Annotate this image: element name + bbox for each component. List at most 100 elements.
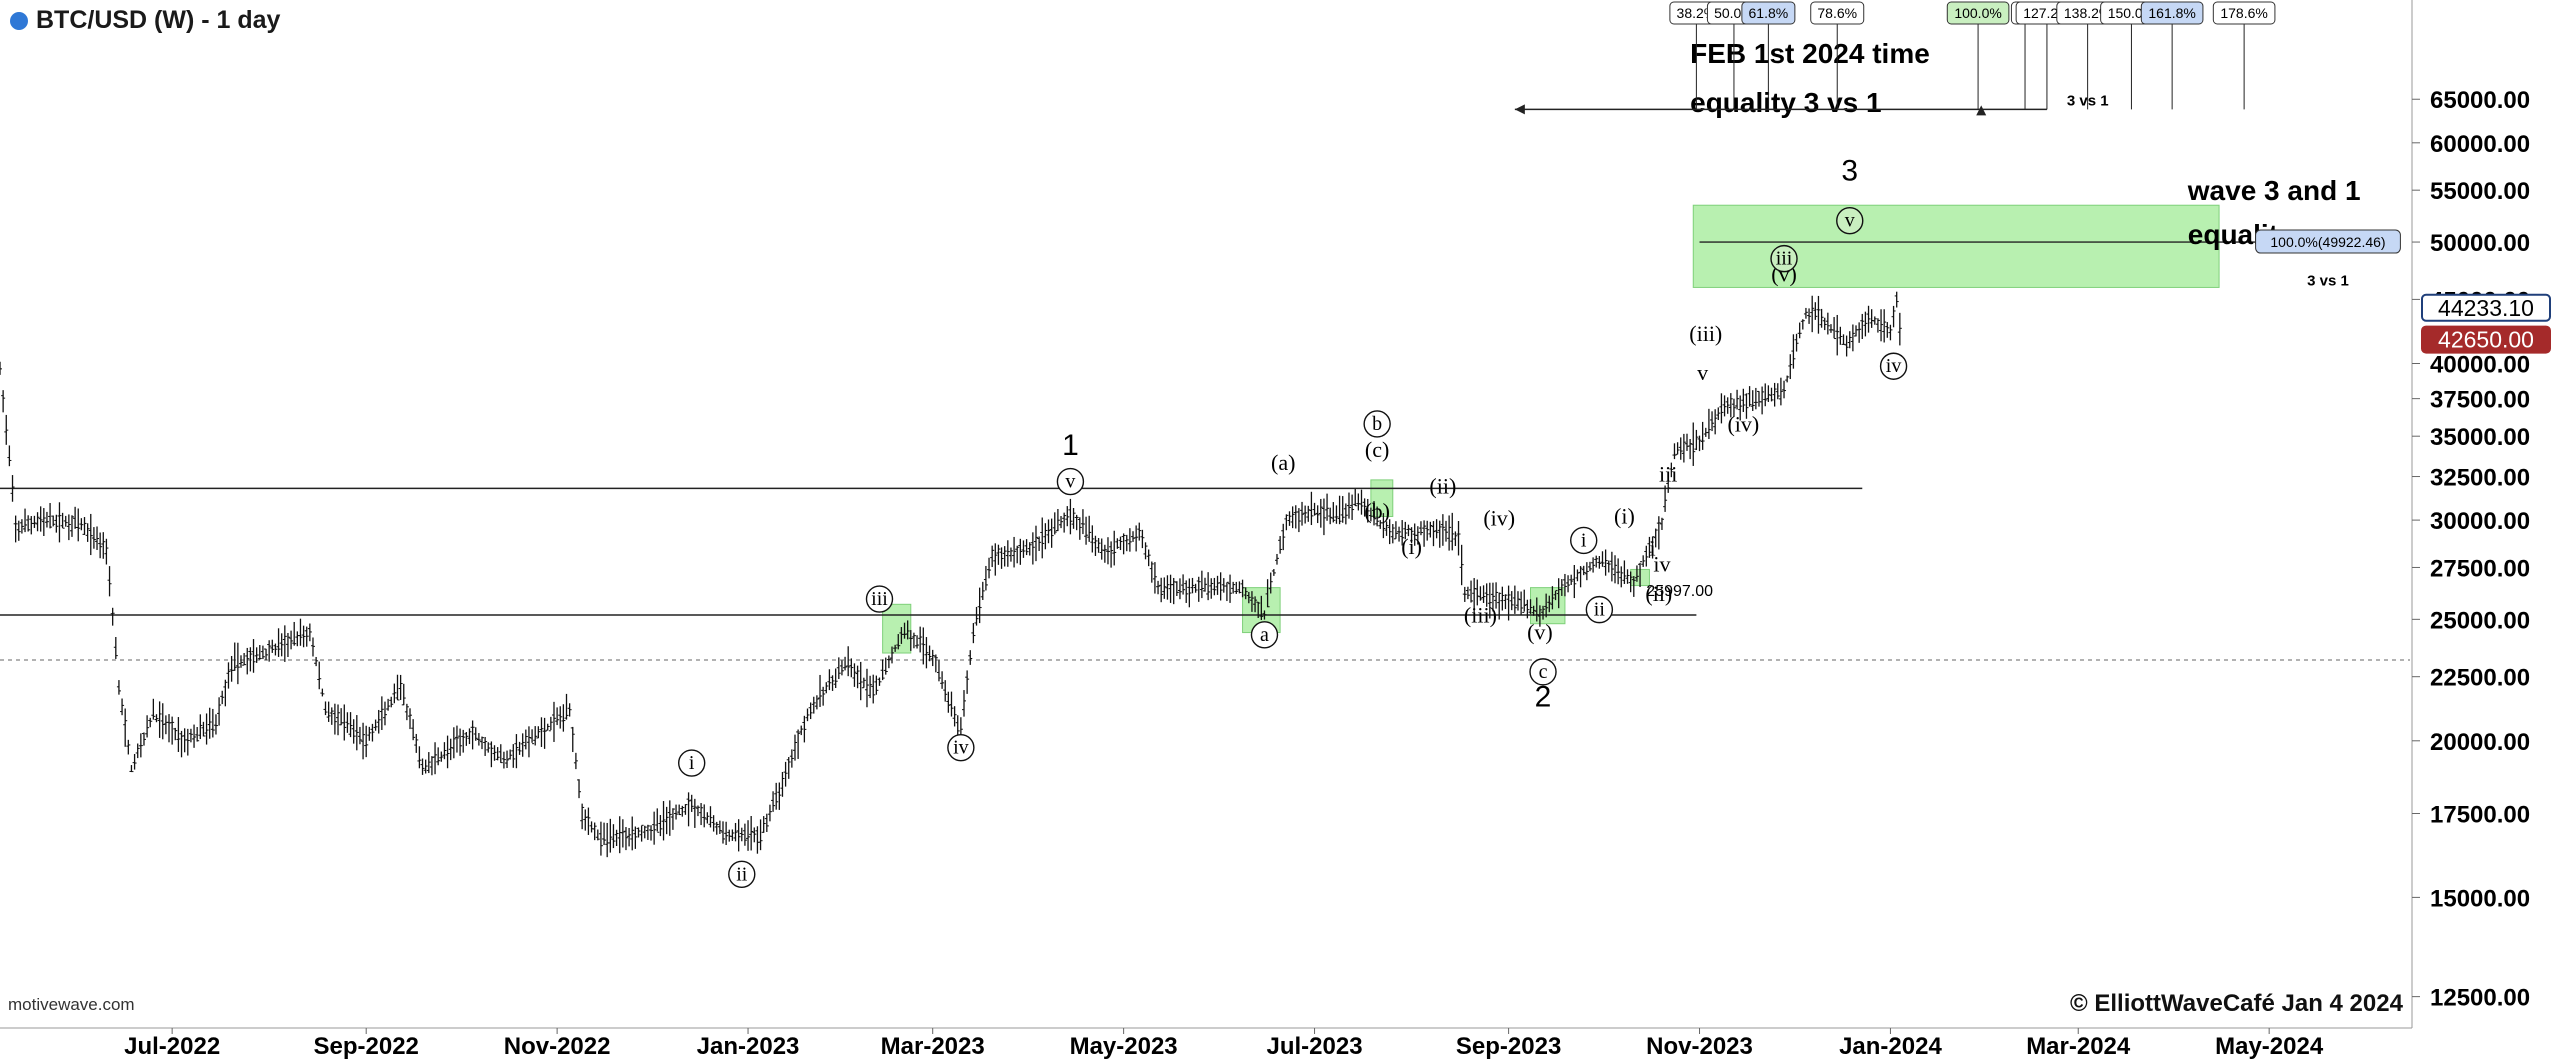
ohlc-bar — [1860, 313, 1865, 340]
ohlc-bar — [780, 771, 785, 797]
ohlc-bar — [861, 677, 866, 689]
ohlc-bar — [520, 733, 525, 757]
ohlc-bar — [1478, 586, 1483, 601]
wave-label: iii — [865, 585, 894, 613]
wave-degree-text: 2 — [1535, 681, 1552, 714]
ohlc-bar — [558, 706, 563, 729]
wave-text: a — [1260, 624, 1269, 646]
wave-label: v — [1697, 360, 1708, 385]
ohlc-bar — [332, 703, 337, 735]
ohlc-bar — [207, 707, 212, 739]
wave-text: (i) — [1614, 504, 1635, 529]
ohlc-bar — [1274, 553, 1279, 565]
ohlc-bar — [724, 821, 729, 845]
ohlc-bar — [0, 361, 2, 375]
wave-circle-icon — [865, 585, 894, 613]
ohlc-bar — [595, 829, 600, 841]
ohlc-bar — [536, 726, 541, 739]
ohlc-bar — [526, 726, 531, 758]
ohlc-bar — [1105, 537, 1110, 565]
ohlc-bar — [1628, 571, 1633, 593]
wave-label: iv — [1879, 352, 1908, 380]
ohlc-bar — [345, 712, 350, 733]
ohlc-bar — [454, 725, 459, 753]
ohlc-bar — [1331, 502, 1336, 523]
ohlc-bar — [683, 804, 688, 815]
ohlc-bar — [1819, 308, 1824, 328]
ohlc-bar — [1152, 562, 1157, 594]
wave-text: iv — [1653, 551, 1670, 576]
ohlc-bar — [1131, 531, 1136, 542]
ohlc-bar — [1578, 566, 1583, 588]
ohlc-bar — [276, 628, 281, 657]
ohlc-bar — [1328, 507, 1333, 525]
ohlc-bar — [1897, 312, 1902, 346]
fib-time-text: 100.0% — [1954, 5, 2001, 21]
ohlc-bar — [1534, 597, 1539, 622]
ohlc-bar — [1694, 429, 1699, 451]
ohlc-bar — [1772, 382, 1777, 407]
ohlc-bar — [1541, 605, 1546, 620]
ohlc-bar — [223, 679, 228, 707]
ohlc-bar — [1134, 525, 1139, 552]
ohlc-bar — [1744, 393, 1749, 419]
ohlc-bar — [282, 625, 287, 662]
ohlc-bar — [614, 829, 619, 846]
wave-text: iii — [1776, 248, 1793, 270]
ohlc-bar — [1306, 505, 1311, 522]
ohlc-bars — [0, 291, 1902, 858]
ohlc-bar — [796, 729, 801, 759]
wave-label: 2 — [1535, 681, 1552, 714]
ohlc-bar — [943, 680, 948, 702]
ohlc-bar — [44, 511, 49, 528]
ohlc-bar — [232, 642, 237, 671]
ohlc-bar — [830, 675, 835, 691]
ohlc-bar — [1040, 517, 1045, 559]
date-tick-label: Jan-2023 — [697, 1033, 800, 1059]
ohlc-bar — [1387, 519, 1392, 545]
ohlc-bar — [1087, 515, 1092, 542]
ohlc-bar — [1262, 610, 1267, 620]
ohlc-bar — [1293, 505, 1298, 529]
ohlc-bar — [1450, 512, 1455, 551]
ohlc-bar — [789, 749, 794, 768]
ohlc-bar — [429, 756, 434, 776]
ohlc-bar — [1368, 507, 1373, 522]
ohlc-bar — [774, 782, 779, 810]
ohlc-bar — [248, 647, 253, 672]
ohlc-bar — [649, 825, 654, 841]
ohlc-bar — [667, 800, 672, 836]
ohlc-bar — [1321, 498, 1326, 536]
ohlc-bar — [1803, 307, 1808, 319]
ohlc-bar — [279, 633, 284, 657]
ohlc-bar — [714, 821, 719, 835]
ohlc-bar — [652, 811, 657, 845]
ohlc-bar — [1544, 593, 1549, 618]
price-axis[interactable]: 12500.00 15000.00 17500.00 20000.00 22500.00… — [2411, 0, 2530, 1028]
ohlc-bar — [692, 798, 697, 828]
date-axis[interactable]: Jul-2022 Sep-2022 Nov-2022 Jan-2023 Mar-2023… — [0, 1027, 2412, 1059]
ohlc-bar — [1719, 393, 1724, 424]
ohlc-bar — [1497, 592, 1502, 620]
ohlc-bar — [677, 804, 682, 816]
ohlc-bar — [1325, 493, 1330, 521]
ohlc-bar — [88, 513, 93, 556]
ohlc-bar — [1372, 501, 1377, 526]
ohlc-bar — [1397, 526, 1402, 542]
ohlc-bar — [270, 639, 275, 653]
wave-label: (i) — [1614, 504, 1635, 529]
ohlc-bar — [617, 816, 622, 854]
ohlc-bar — [1597, 555, 1602, 569]
wave-label: ii — [728, 860, 756, 889]
chart-title[interactable]: BTC/USD (W) - 1 day — [36, 6, 281, 34]
ohlc-bar — [1782, 380, 1787, 399]
ohlc-bar — [29, 516, 34, 535]
ohlc-bar — [1184, 580, 1189, 603]
ohlc-bar — [1059, 516, 1064, 529]
ohlc-bar — [933, 654, 938, 673]
price-annotation: 25997.00 — [1646, 583, 1713, 600]
ohlc-bar — [285, 632, 290, 658]
ohlc-bar — [602, 822, 607, 846]
fib-time-box — [1810, 1, 1865, 25]
